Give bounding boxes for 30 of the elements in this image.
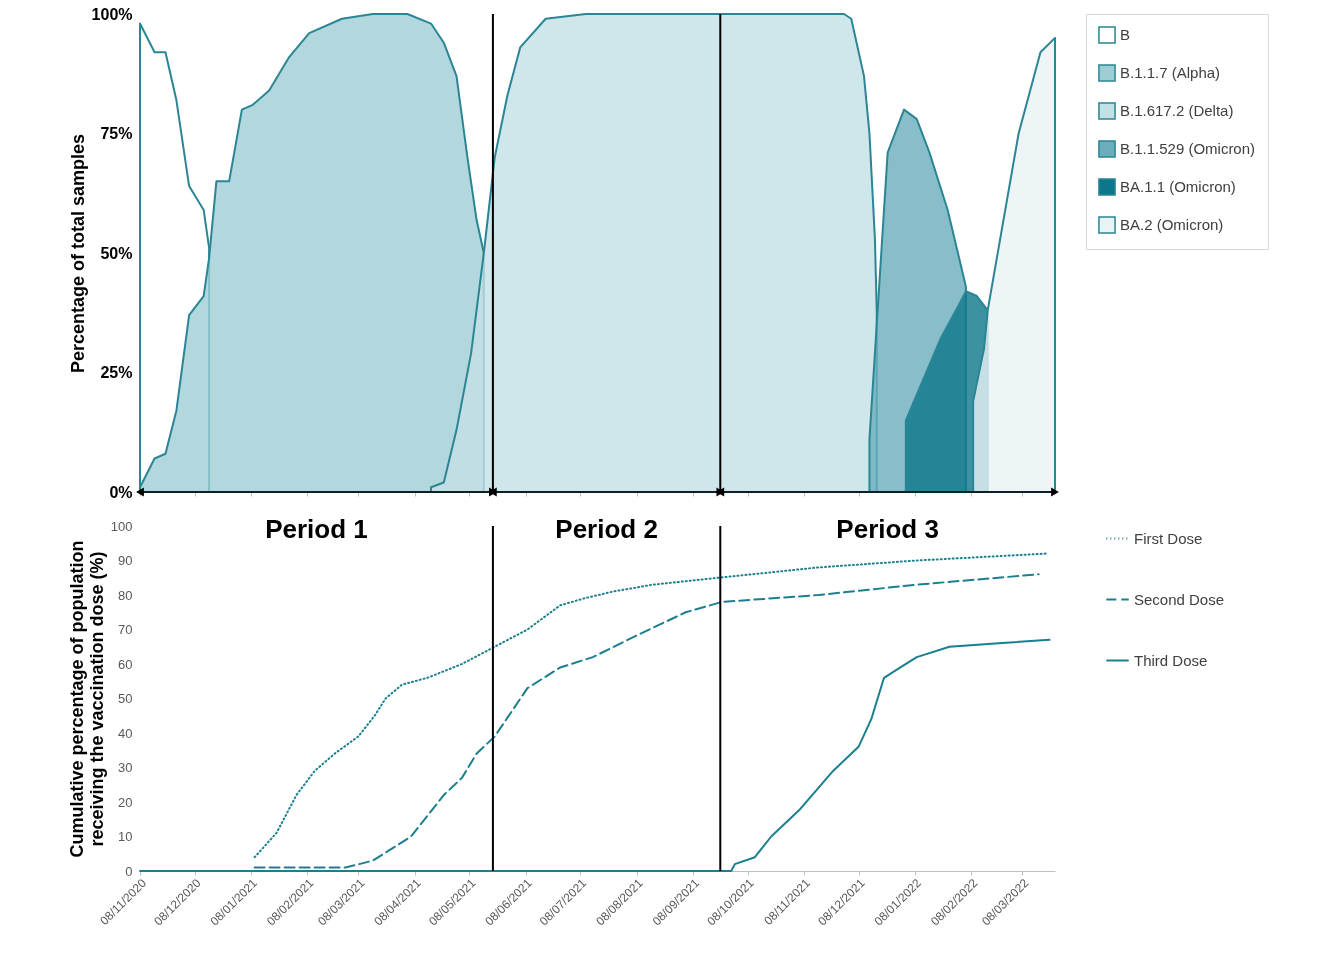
y-tick-label: 60 (118, 656, 133, 672)
legend-label: Second Dose (1134, 590, 1225, 608)
y-tick-label: 80 (118, 587, 133, 603)
y-tick-label: 10 (118, 829, 133, 844)
annotation: Period 3 (836, 514, 939, 544)
legend-label: BA.1.1 (Omicron) (1120, 178, 1236, 195)
legend-label: Third Dose (1134, 651, 1208, 669)
y-tick-label: 100% (91, 5, 133, 23)
y-tick-label: 70 (118, 622, 133, 637)
annotation: Period 2 (555, 514, 658, 544)
legend-label: B.1.1.7 (Alpha) (1120, 64, 1221, 81)
legend-label: B.1.1.529 (Omicron) (1120, 140, 1256, 157)
y-tick-label: 0 (125, 863, 133, 879)
y-tick-label: 30 (118, 760, 133, 775)
y-tick-label: 90 (118, 553, 133, 568)
y-tick-label: 20 (118, 794, 133, 810)
y-tick-label: 50 (118, 691, 133, 706)
y-axis-title: Percentage of total samples (67, 133, 88, 374)
y-tick-label: 25% (100, 364, 133, 381)
legend-label: BA.2 (Omicron) (1120, 216, 1224, 233)
annotation: Period 1 (265, 514, 368, 544)
y-tick-label: 40 (118, 725, 133, 741)
y-tick-label: 50% (100, 244, 133, 262)
y-tick-label: 0% (109, 483, 133, 501)
legend-label: First Dose (1134, 529, 1203, 547)
y-tick-label: 100 (110, 518, 133, 534)
legend-label: B (1120, 26, 1131, 43)
legend-label: B.1.617.2 (Delta) (1120, 102, 1234, 119)
y-axis-title: Cumulative percentage of population receiving the vaccination dose (%) (66, 540, 107, 858)
y-tick-label: 75% (100, 125, 133, 142)
